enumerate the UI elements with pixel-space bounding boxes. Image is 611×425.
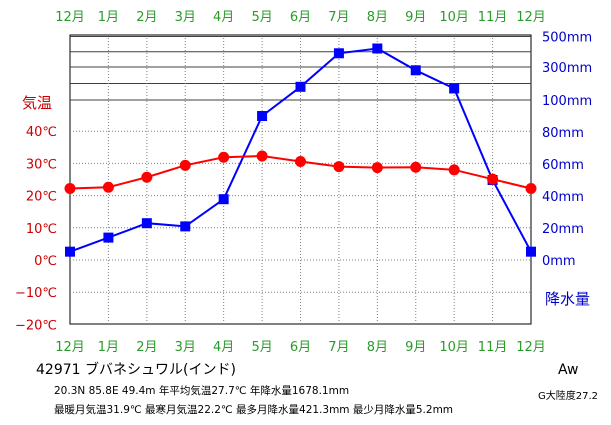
temperature-point	[333, 161, 345, 173]
month-label-bottom: 3月	[175, 340, 196, 355]
temperature-point	[487, 173, 499, 185]
climate-classification: Aw	[558, 362, 579, 378]
month-label-bottom: 7月	[328, 340, 349, 355]
month-label-top: 4月	[213, 10, 234, 25]
month-label-top: 12月	[55, 10, 85, 25]
month-labels-bottom: 12月 1月 2月 3月 4月 5月 6月 7月 8月 9月 10月 11月 12月	[55, 340, 546, 355]
temperature-tick-label: −10℃	[15, 286, 57, 301]
precipitation-tick-label: 20mm	[542, 222, 584, 237]
precipitation-axis-title: 降水量	[545, 290, 590, 308]
month-label-top: 7月	[328, 10, 349, 25]
temperature-tick-label: 10℃	[26, 222, 57, 237]
month-label-bottom: 10月	[439, 340, 469, 355]
month-label-top: 9月	[405, 10, 426, 25]
temperature-axis-title: 気温	[22, 94, 52, 112]
temperature-tick-label: 40℃	[26, 125, 57, 140]
continentality-index: G大陸度27.2	[538, 391, 599, 402]
temperature-tick-label: −20℃	[15, 318, 57, 333]
temperature-point	[218, 151, 230, 163]
precipitation-point	[526, 246, 536, 257]
temperature-point	[525, 183, 537, 195]
temperature-point	[179, 159, 191, 171]
precipitation-tick-label: 60mm	[542, 158, 584, 173]
station-stats-line-2: 最暖月気温31.9℃ 最寒月気温22.2℃ 最多月降水量421.3mm 最少月降…	[54, 404, 454, 416]
precipitation-point	[257, 111, 268, 121]
month-label-top: 11月	[478, 10, 508, 25]
month-label-bottom: 5月	[251, 340, 272, 355]
temperature-point	[64, 183, 76, 195]
precipitation-point	[333, 48, 344, 59]
station-stats-line-1: 20.3N 85.8E 49.4m 年平均気温27.7℃ 年降水量1678.1m…	[54, 385, 350, 397]
month-label-top: 3月	[175, 10, 196, 25]
precipitation-point	[65, 246, 75, 257]
month-label-top: 1月	[98, 10, 119, 25]
temperature-point	[448, 164, 460, 176]
precipitation-point	[372, 43, 383, 54]
month-label-bottom: 2月	[136, 340, 157, 355]
month-label-bottom: 11月	[478, 340, 508, 355]
month-label-bottom: 9月	[405, 340, 426, 355]
temperature-tick-label: 20℃	[26, 190, 57, 205]
precipitation-point	[180, 221, 191, 232]
temperature-point	[102, 181, 114, 193]
temperature-point	[295, 155, 306, 167]
precipitation-point	[410, 65, 421, 76]
precipitation-point	[218, 194, 229, 205]
month-label-bottom: 8月	[367, 340, 388, 355]
precipitation-tick-label: 0mm	[542, 254, 576, 269]
temperature-tick-label: 0℃	[34, 254, 57, 269]
month-label-bottom: 1月	[98, 340, 119, 355]
temperature-point	[141, 171, 153, 183]
month-label-top: 5月	[251, 10, 272, 25]
month-label-bottom: 6月	[290, 340, 311, 355]
month-label-top: 6月	[290, 10, 311, 25]
precipitation-tick-label: 80mm	[542, 126, 584, 141]
month-label-top: 2月	[136, 10, 157, 25]
station-title: 42971 ブバネシュワル(インド)	[36, 362, 236, 378]
precipitation-tick-label: 40mm	[542, 190, 584, 205]
temperature-point	[256, 150, 268, 162]
month-label-bottom: 12月	[55, 340, 85, 355]
temperature-axis-ticks: 40℃ 30℃ 20℃ 10℃ 0℃ −10℃ −20℃	[15, 125, 57, 333]
series	[64, 43, 537, 257]
precipitation-axis-ticks: 500mm 300mm 100mm 80mm 60mm 40mm 20mm 0mm	[542, 31, 592, 270]
month-label-bottom: 4月	[213, 340, 234, 355]
month-label-top: 12月	[516, 10, 546, 25]
temperature-tick-label: 30℃	[26, 157, 57, 172]
precipitation-point	[449, 83, 460, 94]
month-label-top: 10月	[439, 10, 469, 25]
temperature-point	[371, 162, 383, 174]
temperature-point	[410, 161, 422, 173]
month-label-bottom: 12月	[516, 340, 546, 355]
month-labels-top: 12月 1月 2月 3月 4月 5月 6月 7月 8月 9月 10月 11月 12月	[55, 10, 546, 25]
precipitation-tick-label: 100mm	[542, 94, 592, 109]
month-label-top: 8月	[367, 10, 388, 25]
precipitation-point	[103, 232, 114, 243]
precipitation-tick-label: 500mm	[542, 31, 592, 46]
precipitation-point	[295, 81, 306, 92]
precipitation-tick-label: 300mm	[542, 61, 592, 76]
precipitation-point	[141, 218, 152, 229]
